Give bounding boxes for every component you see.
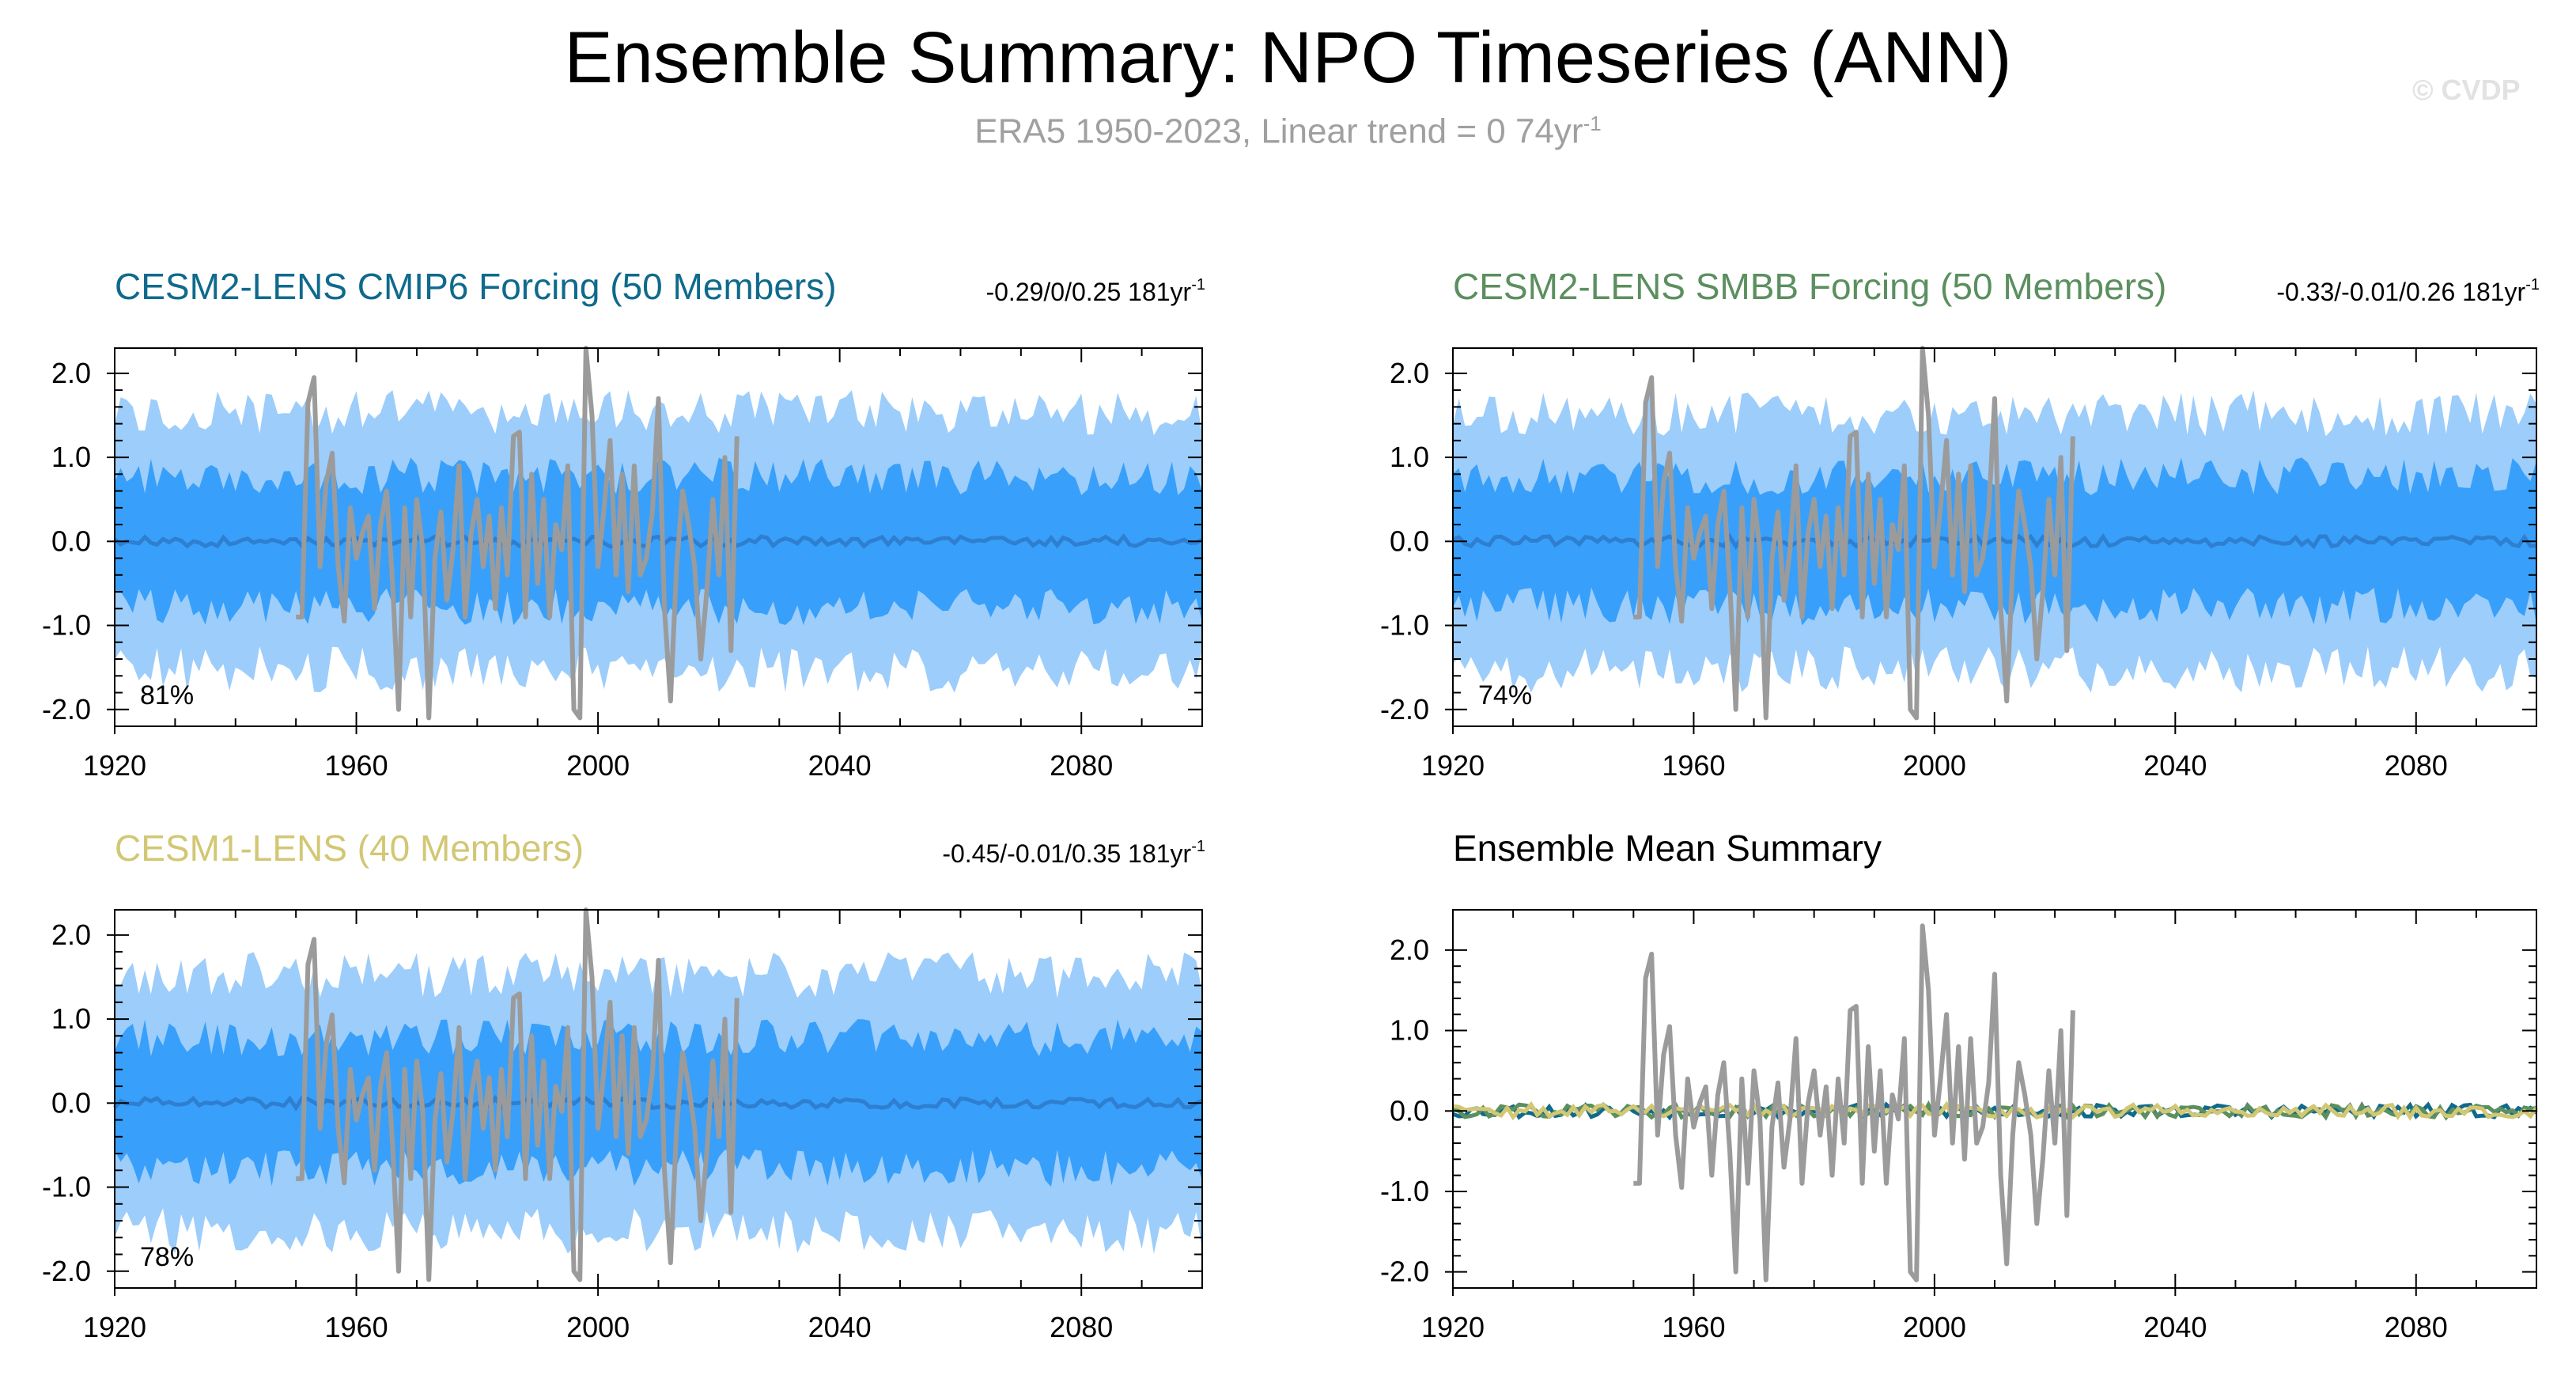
x-tick-label: 2040 [808, 1311, 872, 1343]
x-tick-label: 1960 [325, 1311, 388, 1343]
panel-trend-unit-exponent: -1 [1191, 276, 1205, 294]
y-tick-label: 0.0 [1390, 1094, 1429, 1127]
y-tick-label: -1.0 [42, 609, 91, 642]
y-tick-label: 0.0 [51, 1086, 91, 1119]
subtitle-text: ERA5 1950-2023, Linear trend = 0 74yr [974, 112, 1583, 151]
panel-trend-stats: -0.45/-0.01/0.35 181yr-1 [942, 838, 1205, 868]
y-tick-label: 2.0 [51, 357, 91, 389]
panel-title: Ensemble Mean Summary [1453, 828, 1882, 869]
x-tick-label: 1920 [1421, 1311, 1485, 1343]
y-tick-label: -2.0 [42, 693, 91, 725]
y-tick-label: 1.0 [51, 1002, 91, 1035]
observation-line [1633, 346, 2075, 721]
y-tick-label: 2.0 [1390, 934, 1429, 966]
panel-trend-stats: -0.29/0/0.25 181yr-1 [985, 276, 1205, 306]
observation-line [296, 346, 740, 721]
x-tick-label: 2080 [2385, 749, 2448, 782]
y-tick-label: -2.0 [1380, 693, 1429, 725]
x-tick-label: 2000 [566, 1311, 630, 1343]
x-tick-label: 2040 [808, 749, 872, 782]
panel-trend-value: -0.29/0/0.25 181yr [985, 278, 1191, 306]
panel-trend-stats: -0.33/-0.01/0.26 181yr-1 [2276, 276, 2540, 306]
panel-trend-unit-exponent: -1 [2525, 276, 2540, 294]
panel-percent-label: 81% [140, 680, 194, 710]
panel-title: CESM2-LENS SMBB Forcing (50 Members) [1453, 266, 2166, 307]
x-tick-label: 1920 [1421, 749, 1485, 782]
y-tick-label: 1.0 [51, 441, 91, 473]
ensemble-mean-line [113, 533, 1204, 549]
x-tick-label: 1960 [1662, 1311, 1725, 1343]
x-tick-label: 2040 [2143, 749, 2207, 782]
x-tick-label: 1960 [325, 749, 388, 782]
main-title: Ensemble Summary: NPO Timeseries (ANN) [564, 17, 2012, 98]
x-tick-label: 2080 [2385, 1311, 2448, 1343]
x-tick-label: 2000 [1903, 749, 1966, 782]
y-tick-label: 1.0 [1390, 441, 1429, 473]
y-tick-label: 0.0 [1390, 525, 1429, 557]
observation-line [296, 907, 740, 1282]
y-tick-label: -1.0 [1380, 609, 1429, 642]
panel-1: CESM2-LENS CMIP6 Forcing (50 Members) -0.… [42, 266, 1205, 782]
y-tick-label: -2.0 [1380, 1256, 1429, 1288]
y-tick-label: 2.0 [1390, 357, 1429, 389]
ensemble-mean-line [1452, 532, 2537, 551]
x-tick-label: 2080 [1050, 749, 1113, 782]
y-tick-label: -2.0 [42, 1255, 91, 1287]
panel-4: Ensemble Mean Summary 1920 1960 2000 2040 208… [1380, 828, 2539, 1343]
panel-percent-label: 78% [140, 1242, 194, 1272]
panel-trend-value: -0.33/-0.01/0.26 181yr [2276, 278, 2525, 306]
x-tick-label: 2000 [1903, 1311, 1966, 1343]
subtitle-superscript: -1 [1583, 112, 1602, 135]
x-tick-label: 2000 [566, 749, 630, 782]
x-tick-label: 2080 [1050, 1311, 1113, 1343]
observation-line [1633, 923, 2075, 1282]
x-tick-label: 1960 [1662, 749, 1725, 782]
subtitle: ERA5 1950-2023, Linear trend = 0 74yr-1 [0, 103, 2576, 153]
y-tick-label: -1.0 [1380, 1175, 1429, 1207]
y-tick-label: 1.0 [1390, 1014, 1429, 1047]
panel-3: CESM1-LENS (40 Members) -0.45/-0.01/0.35 … [42, 828, 1205, 1343]
panel-2: CESM2-LENS SMBB Forcing (50 Members) -0.3… [1380, 266, 2540, 782]
y-tick-label: 0.0 [51, 525, 91, 557]
x-tick-label: 2040 [2143, 1311, 2207, 1343]
panel-trend-unit-exponent: -1 [1191, 838, 1205, 855]
cvdp-watermark: © CVDP [2412, 74, 2521, 106]
y-tick-label: -1.0 [42, 1171, 91, 1203]
panel-title: CESM1-LENS (40 Members) [115, 828, 584, 869]
ensemble-mean-line [113, 1094, 1203, 1112]
panel-title: CESM2-LENS CMIP6 Forcing (50 Members) [115, 266, 837, 307]
x-tick-label: 1920 [83, 749, 146, 782]
plot-frame [1452, 909, 2537, 1289]
y-tick-label: 2.0 [51, 919, 91, 951]
panel-percent-label: 74% [1478, 680, 1532, 710]
panel-trend-value: -0.45/-0.01/0.35 181yr [942, 839, 1191, 868]
ensemble-mean-cesm1-line [1452, 1100, 2539, 1122]
x-tick-label: 1920 [83, 1311, 146, 1343]
